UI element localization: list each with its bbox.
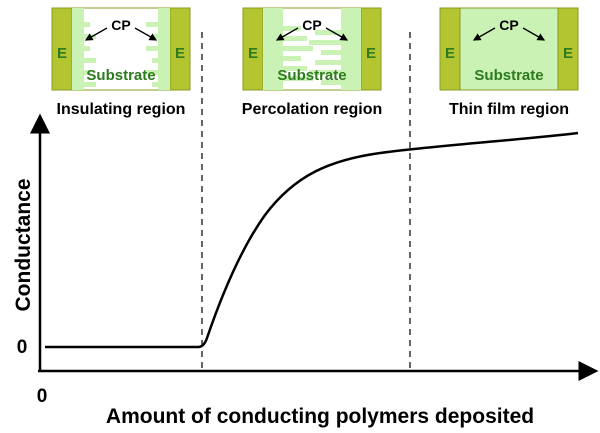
cp-finger [72, 82, 96, 87]
electrode-label: E [563, 45, 573, 62]
electrode-label: E [175, 45, 185, 62]
region-label: Percolation region [242, 101, 382, 118]
cp-finger [146, 22, 170, 27]
cp-arrow [134, 27, 158, 41]
conductance-curve [45, 131, 579, 349]
cp-finger [263, 76, 313, 81]
film [341, 8, 361, 90]
cp-finger [315, 60, 361, 65]
cp-finger [315, 30, 361, 35]
cp-finger [263, 36, 307, 41]
region-label: Thin film region [449, 101, 569, 118]
electrode-label: E [366, 45, 376, 62]
cp-finger [146, 46, 170, 51]
y-origin: 0 [17, 337, 28, 358]
cp-arrow [84, 27, 108, 41]
cp-finger [146, 70, 170, 75]
substrate-label: Substrate [474, 67, 543, 84]
cp-finger [72, 22, 90, 27]
cp-finger [72, 34, 96, 39]
cp-finger [72, 46, 90, 51]
y-axis-label: Conductance [12, 178, 35, 311]
cp-finger [321, 80, 361, 85]
cp-arrow [325, 27, 349, 41]
cp-finger [263, 46, 313, 51]
cp-finger [263, 56, 301, 61]
substrate-label: Substrate [277, 67, 346, 84]
panels: E E CP Substrate Insulating region E E CP Substr… [51, 7, 579, 118]
cp-finger [152, 34, 170, 39]
electrode-label: E [248, 45, 258, 62]
cp-arrow [522, 27, 546, 41]
cp-finger [309, 40, 361, 45]
cp-finger [309, 70, 361, 75]
region-label: Insulating region [57, 101, 186, 118]
cp-finger [263, 66, 307, 71]
substrate [439, 7, 579, 91]
x-origin: 0 [37, 386, 48, 407]
cp-finger [152, 82, 170, 87]
cp-finger [321, 50, 361, 55]
cp-arrow [472, 27, 496, 41]
cp-label: CP [111, 17, 130, 33]
substrate-label: Substrate [86, 67, 155, 84]
electrode [557, 7, 579, 91]
cp-finger [72, 70, 90, 75]
electrode-label: E [445, 45, 455, 62]
cp-finger [263, 26, 301, 31]
electrode [439, 7, 461, 91]
cp-label: CP [499, 17, 518, 33]
electrode-label: E [57, 45, 67, 62]
cp-label: CP [302, 17, 321, 33]
cp-finger [152, 58, 170, 63]
cp-arrow [275, 27, 299, 41]
cp-finger [72, 58, 96, 63]
x-axis-label: Amount of conducting polymers deposited [106, 405, 534, 428]
